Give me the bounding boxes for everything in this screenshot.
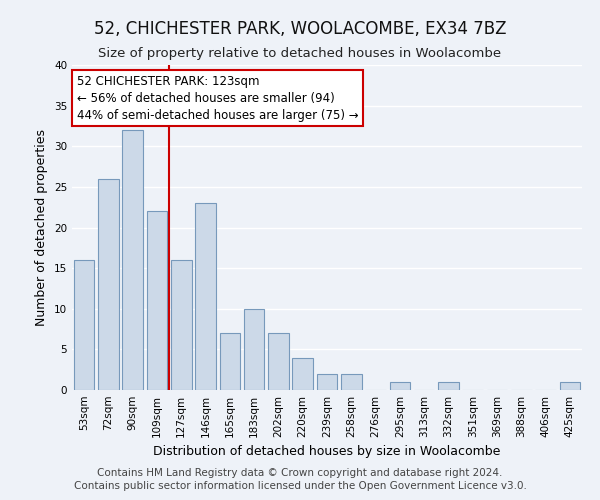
Bar xyxy=(244,308,265,390)
Y-axis label: Number of detached properties: Number of detached properties xyxy=(35,129,49,326)
Bar xyxy=(292,358,313,390)
Bar xyxy=(122,130,143,390)
Bar xyxy=(195,203,216,390)
Bar xyxy=(268,333,289,390)
Text: 52 CHICHESTER PARK: 123sqm
← 56% of detached houses are smaller (94)
44% of semi: 52 CHICHESTER PARK: 123sqm ← 56% of deta… xyxy=(77,74,359,122)
Text: 52, CHICHESTER PARK, WOOLACOMBE, EX34 7BZ: 52, CHICHESTER PARK, WOOLACOMBE, EX34 7B… xyxy=(94,20,506,38)
Bar xyxy=(98,179,119,390)
Bar xyxy=(317,374,337,390)
Bar xyxy=(560,382,580,390)
Bar xyxy=(171,260,191,390)
Text: Size of property relative to detached houses in Woolacombe: Size of property relative to detached ho… xyxy=(98,48,502,60)
Bar xyxy=(389,382,410,390)
Text: Contains HM Land Registry data © Crown copyright and database right 2024.: Contains HM Land Registry data © Crown c… xyxy=(97,468,503,477)
Bar xyxy=(146,211,167,390)
Bar xyxy=(341,374,362,390)
Bar xyxy=(220,333,240,390)
Bar xyxy=(74,260,94,390)
X-axis label: Distribution of detached houses by size in Woolacombe: Distribution of detached houses by size … xyxy=(154,446,500,458)
Bar xyxy=(438,382,459,390)
Text: Contains public sector information licensed under the Open Government Licence v3: Contains public sector information licen… xyxy=(74,481,526,491)
